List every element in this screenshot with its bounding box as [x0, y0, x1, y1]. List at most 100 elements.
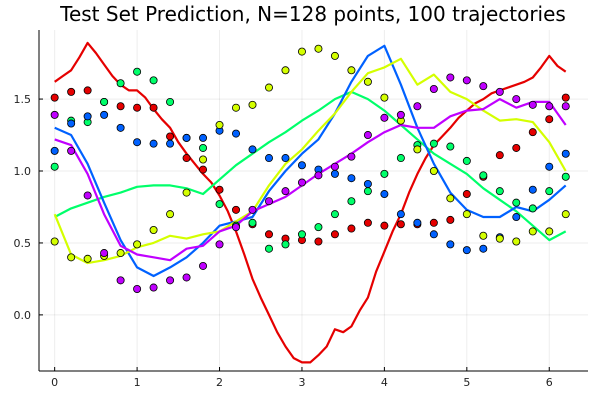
- data-point-1: [166, 132, 175, 141]
- data-point-2: [396, 154, 405, 163]
- data-point-3: [264, 154, 273, 163]
- data-point-4: [380, 93, 389, 102]
- prediction-line-2: [54, 90, 567, 242]
- data-point-2: [479, 171, 488, 180]
- data-point-2: [545, 187, 554, 196]
- data-point-5: [528, 100, 537, 109]
- data-point-2: [50, 162, 59, 171]
- data-point-5: [116, 276, 125, 285]
- data-point-1: [380, 221, 389, 230]
- data-point-2: [347, 197, 356, 206]
- data-point-4: [215, 120, 224, 129]
- data-point-3: [182, 133, 191, 142]
- data-point-3: [363, 179, 372, 188]
- data-point-3: [133, 138, 142, 147]
- data-point-1: [561, 93, 570, 102]
- data-point-2: [512, 198, 521, 207]
- data-point-4: [297, 47, 306, 56]
- data-point-5: [248, 205, 257, 214]
- data-point-4: [314, 44, 323, 53]
- data-point-5: [380, 113, 389, 122]
- data-point-2: [149, 76, 158, 85]
- data-point-4: [199, 155, 208, 164]
- data-point-5: [133, 284, 142, 293]
- data-point-4: [462, 210, 471, 219]
- data-point-4: [166, 210, 175, 219]
- data-point-3: [561, 149, 570, 158]
- data-points: [50, 44, 570, 293]
- chart-title: Test Set Prediction, N=128 points, 100 t…: [59, 2, 566, 26]
- prediction-line-1: [54, 41, 567, 364]
- data-point-4: [363, 77, 372, 86]
- data-point-4: [545, 227, 554, 236]
- data-point-3: [166, 139, 175, 148]
- data-point-1: [545, 115, 554, 124]
- data-point-1: [330, 230, 339, 239]
- data-point-3: [413, 218, 422, 227]
- data-point-5: [545, 102, 554, 111]
- y-tick-label: 0.5: [14, 237, 32, 250]
- x-tick-label: 6: [546, 376, 553, 389]
- data-point-4: [149, 225, 158, 234]
- prediction-lines: [53, 41, 567, 364]
- data-point-1: [133, 103, 142, 112]
- data-point-5: [446, 73, 455, 82]
- data-point-4: [413, 145, 422, 154]
- data-point-1: [215, 185, 224, 194]
- data-point-2: [446, 142, 455, 151]
- data-point-1: [429, 218, 438, 227]
- data-point-1: [199, 165, 208, 174]
- data-point-2: [297, 230, 306, 239]
- data-point-2: [330, 210, 339, 219]
- data-point-1: [149, 103, 158, 112]
- y-tick-label: 1.5: [14, 93, 32, 106]
- data-point-3: [281, 154, 290, 163]
- data-point-3: [396, 210, 405, 219]
- data-point-5: [561, 102, 570, 111]
- data-point-1: [314, 237, 323, 246]
- data-point-1: [528, 128, 537, 137]
- data-point-2: [314, 223, 323, 232]
- data-point-5: [429, 84, 438, 93]
- data-point-5: [413, 102, 422, 111]
- data-point-4: [429, 167, 438, 176]
- data-point-5: [50, 110, 59, 119]
- data-point-5: [281, 187, 290, 196]
- data-point-2: [281, 240, 290, 249]
- data-point-5: [479, 82, 488, 91]
- data-point-5: [182, 273, 191, 282]
- data-point-2: [199, 143, 208, 152]
- data-point-2: [248, 218, 257, 227]
- data-point-4: [182, 188, 191, 197]
- x-tick-label: 1: [134, 376, 141, 389]
- data-point-4: [528, 227, 537, 236]
- data-point-2: [215, 200, 224, 209]
- data-point-5: [347, 152, 356, 161]
- data-point-3: [83, 112, 92, 121]
- data-point-4: [133, 240, 142, 249]
- data-point-2: [166, 97, 175, 106]
- data-point-3: [446, 240, 455, 249]
- data-point-4: [83, 254, 92, 263]
- data-point-3: [462, 246, 471, 255]
- data-point-3: [149, 139, 158, 148]
- data-point-1: [50, 93, 59, 102]
- data-point-3: [528, 185, 537, 194]
- data-point-5: [83, 191, 92, 200]
- data-point-3: [50, 146, 59, 155]
- data-point-4: [330, 51, 339, 60]
- data-point-1: [264, 230, 273, 239]
- data-point-1: [116, 102, 125, 111]
- data-point-5: [462, 76, 471, 85]
- data-point-2: [495, 187, 504, 196]
- data-point-4: [512, 237, 521, 246]
- data-point-1: [347, 224, 356, 233]
- data-point-3: [380, 190, 389, 199]
- data-point-3: [347, 174, 356, 183]
- data-point-5: [314, 171, 323, 180]
- data-point-1: [67, 87, 76, 96]
- data-point-3: [199, 133, 208, 142]
- data-point-1: [462, 190, 471, 199]
- data-point-3: [116, 123, 125, 132]
